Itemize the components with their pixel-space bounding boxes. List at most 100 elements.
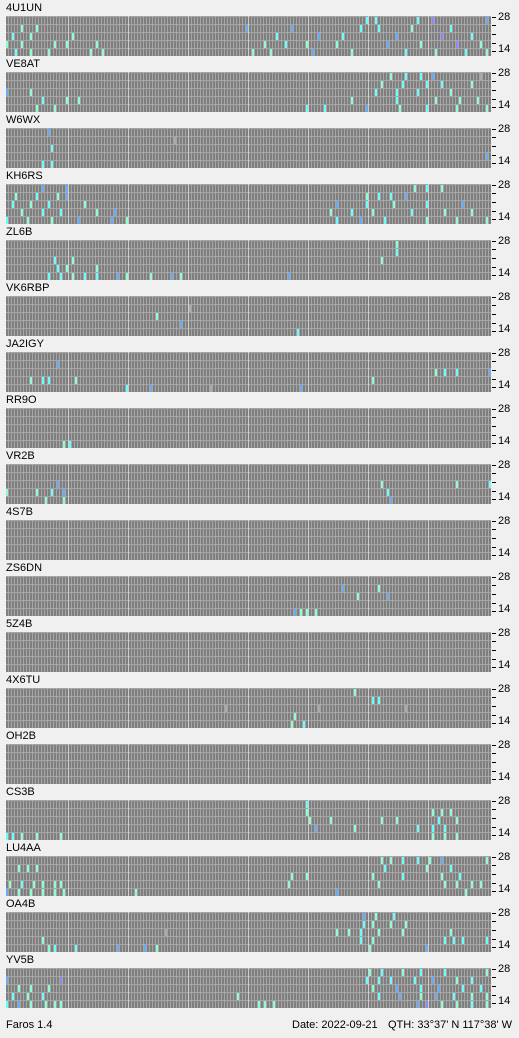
signal-cell [420,73,422,80]
axis-tick [492,499,496,500]
signal-cell [381,257,383,264]
signal-cell [444,937,446,944]
signal-cell [111,217,113,224]
signal-cell [405,193,407,200]
signal-cell [12,833,14,840]
beacon-callsign: RR9O [6,394,37,406]
signal-cell [324,105,326,112]
signal-cell [258,1001,260,1008]
signal-cell [27,865,29,872]
signal-cell [48,377,50,384]
signal-cell [30,33,32,40]
grid-cells [6,857,491,896]
signal-cell [444,369,446,376]
beacon-callsign: ZL6B [6,226,33,238]
axis-tick [492,17,496,18]
signal-cell [189,305,191,312]
signal-cell [336,41,338,48]
signal-cell [78,97,80,104]
signal-cell [246,25,248,32]
signal-cell [378,585,380,592]
axis-label-top: 28 [498,67,511,79]
signal-cell [30,985,32,992]
beacon-callsign: W6WX [6,114,41,126]
signal-cell [303,721,305,728]
signal-cell [372,937,374,944]
signal-cell [360,217,362,224]
signal-cell [288,273,290,280]
axis-tick [492,137,496,138]
axis-tick [492,163,496,164]
signal-cell [66,265,68,272]
axis-tick [492,547,496,548]
beacon-panel: OA4B 28 14 [0,897,519,953]
axis-tick [492,331,496,332]
axis-label-bottom: 14 [498,323,511,335]
signal-cell [384,865,386,872]
signal-cell [399,993,401,1000]
signal-cell [21,25,23,32]
axis-tick [492,762,496,763]
signal-cell [336,889,338,896]
grid-cells [6,689,491,728]
signal-cell [66,41,68,48]
axis-tick [492,913,496,914]
beacon-callsign: 4X6TU [6,674,41,686]
signal-cell [486,105,488,112]
signal-cell [174,137,176,144]
signal-cell [486,153,488,160]
signal-cell [351,49,353,56]
signal-cell [420,969,422,976]
signal-cell [126,273,128,280]
axis-tick [492,267,496,268]
signal-cell [276,33,278,40]
signal-cell [36,833,38,840]
axis-tick [492,353,496,354]
signal-cell [36,865,38,872]
signal-cell [387,593,389,600]
signal-cell [60,833,62,840]
signal-cell [480,985,482,992]
signal-cell [375,17,377,24]
signal-cell [486,993,488,1000]
signal-cell [66,185,68,192]
propagation-grid [6,16,491,56]
axis-label-top: 28 [498,235,511,247]
signal-cell [402,81,404,88]
signal-cell [252,49,254,56]
signal-cell [342,33,344,40]
signal-cell [441,33,443,40]
signal-cell [90,49,92,56]
axis-tick [492,745,496,746]
axis-tick [492,185,496,186]
signal-cell [405,921,407,928]
signal-cell [417,1001,419,1008]
beacon-panel: RR9O 28 14 [0,393,519,449]
signal-cell [366,977,368,984]
axis-label-top: 28 [498,571,511,583]
signal-cell [15,193,17,200]
axis-tick [492,689,496,690]
signal-cell [273,1001,275,1008]
axis-tick [492,155,496,156]
signal-cell [402,929,404,936]
signal-cell [372,873,374,880]
signal-cell [180,321,182,328]
signal-cell [84,273,86,280]
signal-cell [405,49,407,56]
propagation-grid [6,184,491,224]
axis-tick [492,538,496,539]
signal-cell [426,105,428,112]
signal-cell [414,185,416,192]
propagation-grid [6,296,491,336]
signal-cell [351,97,353,104]
propagation-grid [6,240,491,280]
signal-cell [270,49,272,56]
signal-cell [360,929,362,936]
signal-cell [6,977,8,984]
signal-cell [480,881,482,888]
signal-cell [114,209,116,216]
signal-cell [48,49,50,56]
signal-cell [69,441,71,448]
grid-cells [6,129,491,168]
